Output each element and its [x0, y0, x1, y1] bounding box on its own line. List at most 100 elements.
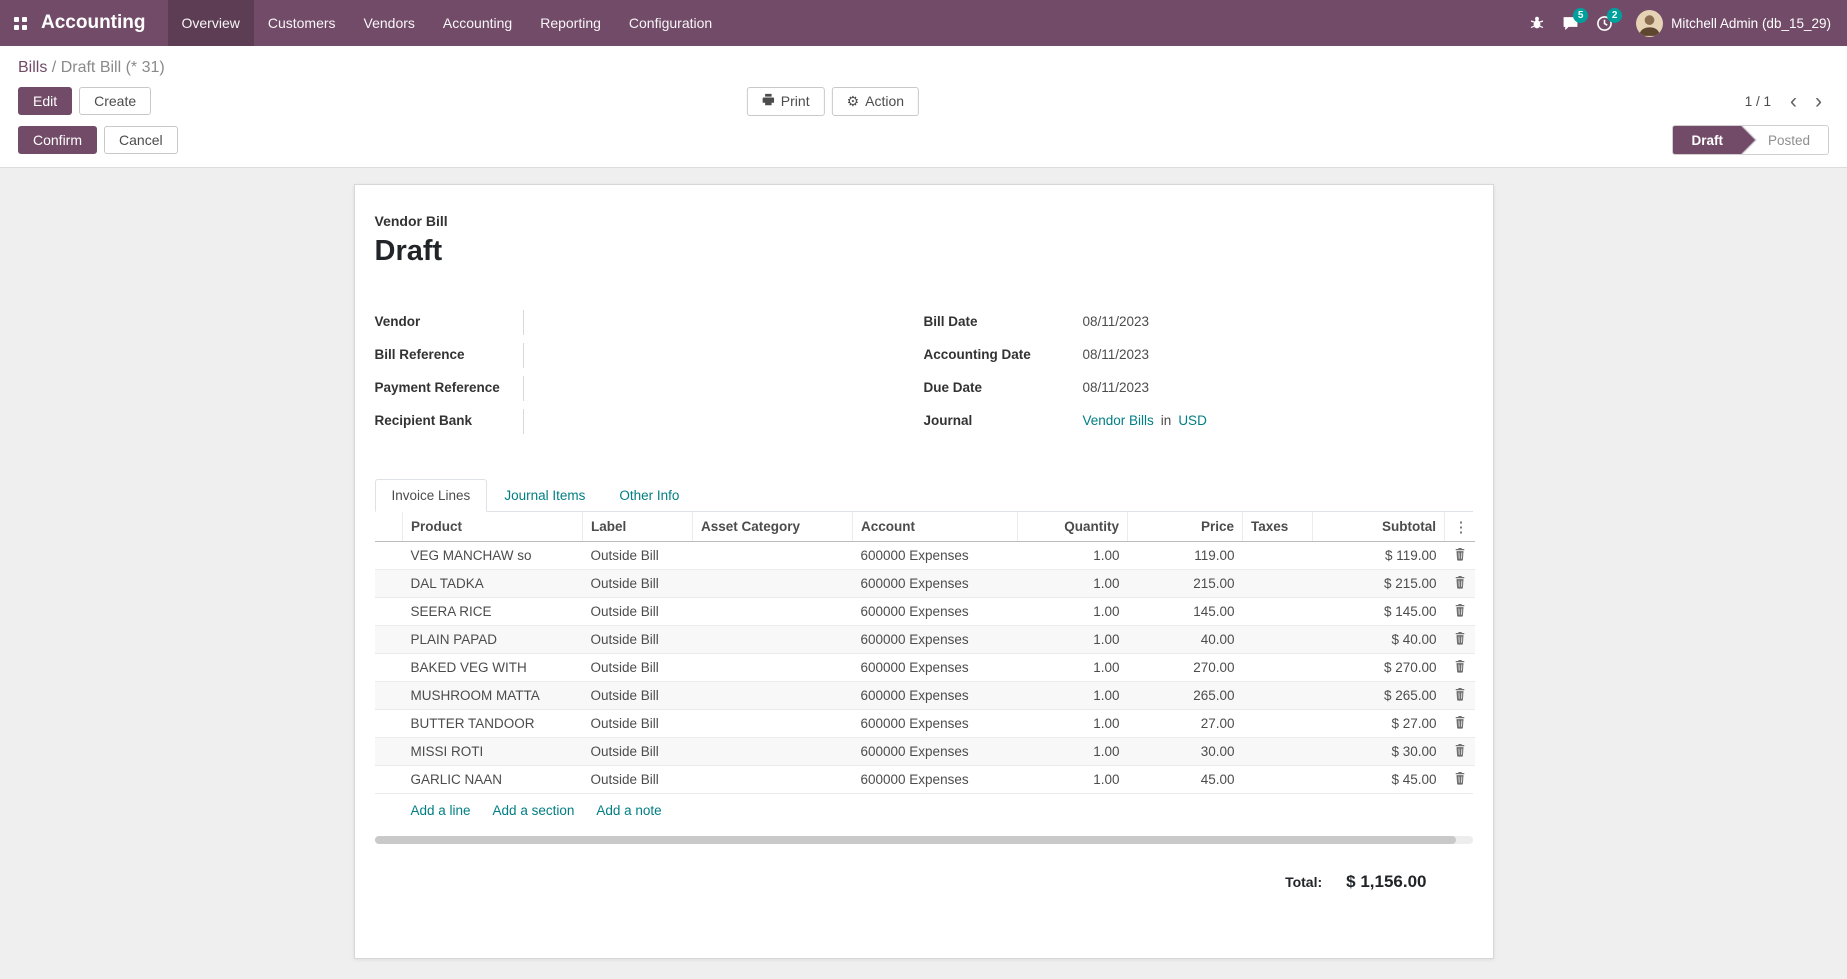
field-value-recipient-bank[interactable] [523, 409, 863, 434]
invoice-line-row[interactable]: SEERA RICEOutside Bill600000 Expenses1.0… [375, 598, 1475, 626]
invoice-line-row[interactable]: DAL TADKAOutside Bill600000 Expenses1.00… [375, 570, 1475, 598]
cell-label: Outside Bill [583, 542, 693, 570]
header-taxes: Taxes [1243, 512, 1313, 542]
optional-columns-toggle[interactable]: ⋮ [1450, 518, 1473, 536]
user-menu[interactable]: Mitchell Admin (db_15_29) [1636, 10, 1831, 37]
document-status-title: Draft [375, 235, 1473, 268]
add-note-link[interactable]: Add a note [596, 803, 661, 818]
nav-item-vendors[interactable]: Vendors [350, 0, 429, 46]
add-section-link[interactable]: Add a section [493, 803, 575, 818]
user-name: Mitchell Admin (db_15_29) [1671, 16, 1831, 31]
breadcrumb-current: Draft Bill (* 31) [61, 59, 165, 76]
field-due-date: Due Date 08/11/2023 [924, 376, 1473, 409]
invoice-line-row[interactable]: GARLIC NAANOutside Bill600000 Expenses1.… [375, 766, 1475, 794]
cell-taxes [1243, 766, 1313, 794]
activities-icon[interactable]: 2 [1596, 15, 1613, 32]
notebook-tabs: Invoice Lines Journal Items Other Info [375, 478, 1473, 512]
debug-icon[interactable] [1529, 15, 1545, 31]
cell-account: 600000 Expenses [853, 542, 1018, 570]
pager-previous-icon[interactable]: ‹ [1783, 91, 1804, 112]
journal-separator: in [1161, 413, 1172, 428]
cell-quantity: 1.00 [1018, 654, 1128, 682]
status-step-draft[interactable]: Draft [1673, 126, 1741, 154]
invoice-line-row[interactable]: MUSHROOM MATTAOutside Bill600000 Expense… [375, 682, 1475, 710]
cell-quantity: 1.00 [1018, 626, 1128, 654]
field-label-due-date: Due Date [924, 376, 1083, 395]
nav-item-overview[interactable]: Overview [168, 0, 254, 46]
cell-taxes [1243, 710, 1313, 738]
delete-line-button[interactable] [1454, 631, 1466, 647]
cell-price: 265.00 [1128, 682, 1243, 710]
cell-price: 30.00 [1128, 738, 1243, 766]
breadcrumb-parent-link[interactable]: Bills [18, 59, 47, 76]
delete-line-button[interactable] [1454, 771, 1466, 787]
cell-quantity: 1.00 [1018, 598, 1128, 626]
nav-item-customers[interactable]: Customers [254, 0, 350, 46]
pager-next-icon[interactable]: › [1808, 91, 1829, 112]
cancel-button[interactable]: Cancel [104, 126, 178, 154]
trash-icon [1454, 717, 1466, 732]
fields-section: Vendor Bill Reference Payment Reference … [375, 310, 1473, 442]
tab-invoice-lines[interactable]: Invoice Lines [375, 479, 488, 512]
field-value-vendor[interactable] [523, 310, 863, 335]
nav-item-configuration[interactable]: Configuration [615, 0, 726, 46]
field-label-bill-reference: Bill Reference [375, 343, 523, 362]
field-label-journal: Journal [924, 409, 1083, 428]
apps-menu-button[interactable] [0, 0, 41, 46]
confirm-button[interactable]: Confirm [18, 126, 97, 154]
invoice-line-row[interactable]: MISSI ROTIOutside Bill600000 Expenses1.0… [375, 738, 1475, 766]
invoice-line-row[interactable]: BUTTER TANDOOROutside Bill600000 Expense… [375, 710, 1475, 738]
total-value: $ 1,156.00 [1346, 872, 1426, 892]
invoice-line-row[interactable]: PLAIN PAPADOutside Bill600000 Expenses1.… [375, 626, 1475, 654]
add-line-link[interactable]: Add a line [411, 803, 471, 818]
cell-subtotal: $ 30.00 [1313, 738, 1445, 766]
invoice-line-row[interactable]: BAKED VEG WITHOutside Bill600000 Expense… [375, 654, 1475, 682]
edit-button[interactable]: Edit [18, 87, 72, 115]
field-value-accounting-date[interactable]: 08/11/2023 [1083, 343, 1473, 368]
cell-price: 145.00 [1128, 598, 1243, 626]
cell-subtotal: $ 40.00 [1313, 626, 1445, 654]
horizontal-scrollbar-thumb[interactable] [375, 836, 1457, 844]
journal-link[interactable]: Vendor Bills [1083, 413, 1154, 428]
invoice-line-row[interactable]: VEG MANCHAW soOutside Bill600000 Expense… [375, 542, 1475, 570]
field-label-accounting-date: Accounting Date [924, 343, 1083, 362]
currency-link[interactable]: USD [1178, 413, 1207, 428]
header-gutter [375, 512, 403, 542]
delete-line-button[interactable] [1454, 659, 1466, 675]
tab-journal-items[interactable]: Journal Items [487, 479, 602, 512]
field-value-bill-reference[interactable] [523, 343, 863, 368]
field-value-payment-reference[interactable] [523, 376, 863, 401]
create-button[interactable]: Create [79, 87, 151, 115]
nav-item-accounting[interactable]: Accounting [429, 0, 526, 46]
trash-icon [1454, 661, 1466, 676]
cell-price: 27.00 [1128, 710, 1243, 738]
cell-product: GARLIC NAAN [403, 766, 583, 794]
cell-account: 600000 Expenses [853, 598, 1018, 626]
tab-other-info[interactable]: Other Info [602, 479, 696, 512]
trash-icon [1454, 773, 1466, 788]
pager-value: 1 / 1 [1745, 94, 1771, 109]
cell-taxes [1243, 738, 1313, 766]
field-value-due-date[interactable]: 08/11/2023 [1083, 376, 1473, 401]
fields-left-column: Vendor Bill Reference Payment Reference … [375, 310, 924, 442]
action-button[interactable]: ⚙ Action [832, 87, 919, 116]
field-label-payment-reference: Payment Reference [375, 376, 523, 395]
cell-taxes [1243, 682, 1313, 710]
delete-line-button[interactable] [1454, 743, 1466, 759]
delete-line-button[interactable] [1454, 715, 1466, 731]
cell-price: 270.00 [1128, 654, 1243, 682]
print-button[interactable]: Print [747, 87, 825, 116]
delete-line-button[interactable] [1454, 687, 1466, 703]
field-value-journal: Vendor Bills in USD [1083, 409, 1473, 434]
field-bill-reference: Bill Reference [375, 343, 924, 376]
delete-line-button[interactable] [1454, 603, 1466, 619]
messages-icon[interactable]: 5 [1562, 15, 1579, 32]
nav-item-reporting[interactable]: Reporting [526, 0, 615, 46]
delete-line-button[interactable] [1454, 575, 1466, 591]
cell-quantity: 1.00 [1018, 766, 1128, 794]
app-title[interactable]: Accounting [41, 0, 168, 46]
field-value-bill-date[interactable]: 08/11/2023 [1083, 310, 1473, 335]
cell-asset-category [693, 542, 853, 570]
delete-line-button[interactable] [1454, 547, 1466, 563]
field-journal: Journal Vendor Bills in USD [924, 409, 1473, 442]
